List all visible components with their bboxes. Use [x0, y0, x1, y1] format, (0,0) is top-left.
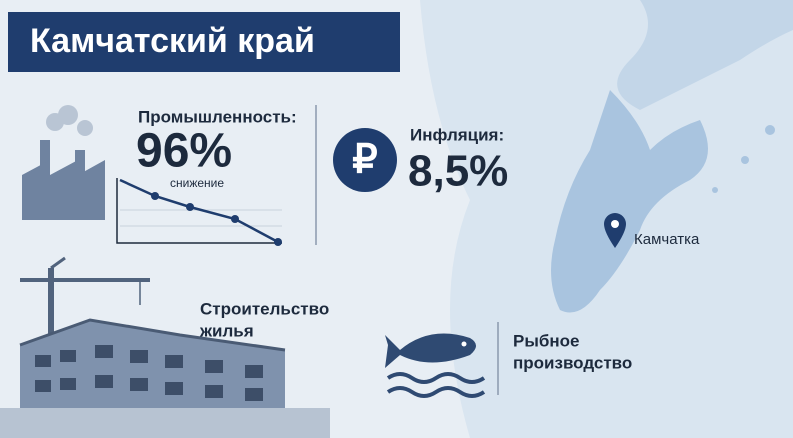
industry-note: снижение	[170, 176, 224, 190]
industry-value: 96%	[136, 125, 232, 178]
map-pin	[604, 213, 626, 248]
title: Камчатский край	[30, 22, 315, 60]
construction-label: жилья	[199, 321, 254, 340]
inflation-label: Инфляция:	[410, 125, 504, 144]
fishing-label: Рыбное	[513, 331, 579, 350]
fish-icon	[385, 333, 486, 398]
fishing-label: производство	[513, 353, 632, 372]
place-label: Камчатка	[634, 231, 700, 248]
industry-label: Промышленность:	[138, 107, 297, 126]
inflation-value: 8,5%	[408, 147, 508, 196]
ruble-symbol: ₽	[352, 138, 377, 182]
decline-chart	[116, 178, 282, 246]
title-banner	[8, 12, 400, 72]
construction-icon	[0, 256, 330, 438]
factory-icon	[22, 105, 105, 220]
ruble-icon	[333, 128, 397, 192]
construction-label: Строительство	[200, 299, 329, 318]
